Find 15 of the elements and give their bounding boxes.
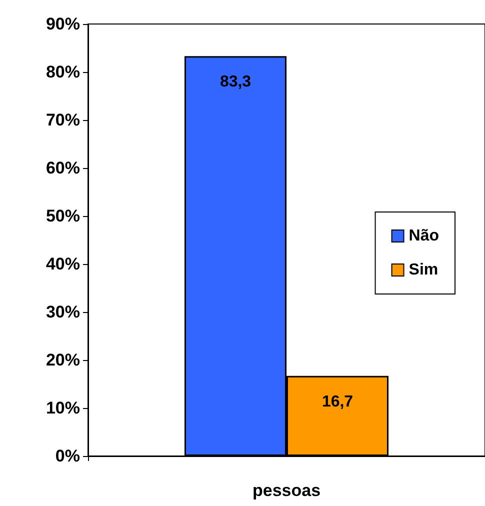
legend-label: Não [408,228,440,244]
legend-label: Sim [408,262,438,278]
data-label: 16,7 [322,393,354,410]
y-tick-label: 10% [46,398,80,418]
y-tick-label: 80% [46,62,80,82]
data-label: 83,3 [220,74,252,91]
y-tick-label: 90% [46,14,80,34]
y-tick-label: 40% [46,254,80,274]
y-tick-label: 50% [46,206,80,226]
x-axis-title: pessoas [252,481,321,500]
y-tick-label: 30% [46,302,80,322]
y-tick-label: 0% [55,446,80,466]
y-tick-label: 70% [46,110,80,130]
y-tick-label: 20% [46,350,80,370]
y-tick-label: 60% [46,158,80,178]
